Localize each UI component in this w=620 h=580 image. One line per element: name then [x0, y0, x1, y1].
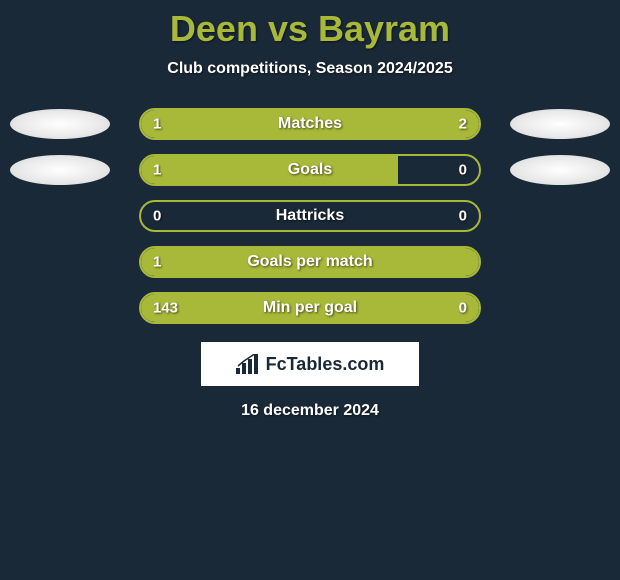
stat-label: Hattricks — [141, 207, 479, 225]
stat-label: Goals per match — [141, 253, 479, 271]
stat-row: 1Goals per match — [0, 246, 620, 278]
bar-track: 1430Min per goal — [139, 292, 481, 324]
comparison-chart: 12Matches 10Goals 00Hattricks 1Goals per ma… — [0, 108, 620, 324]
logo-box: FcTables.com — [201, 342, 419, 386]
stat-label: Goals — [141, 161, 479, 179]
player-photo-left — [10, 155, 110, 185]
stat-row: 1430Min per goal — [0, 292, 620, 324]
stat-row: 12Matches — [0, 108, 620, 140]
stat-label: Min per goal — [141, 299, 479, 317]
player-photo-right — [510, 155, 610, 185]
bar-track: 00Hattricks — [139, 200, 481, 232]
page-title: Deen vs Bayram — [0, 0, 620, 50]
logo: FcTables.com — [236, 354, 385, 375]
stat-row: 00Hattricks — [0, 200, 620, 232]
player-photo-left — [10, 109, 110, 139]
player-photo-right — [510, 109, 610, 139]
bar-track: 10Goals — [139, 154, 481, 186]
bar-chart-icon — [236, 354, 260, 374]
date-label: 16 december 2024 — [0, 402, 620, 420]
bar-track: 1Goals per match — [139, 246, 481, 278]
subtitle: Club competitions, Season 2024/2025 — [0, 60, 620, 78]
stat-label: Matches — [141, 115, 479, 133]
logo-text: FcTables.com — [266, 354, 385, 375]
bar-track: 12Matches — [139, 108, 481, 140]
stat-row: 10Goals — [0, 154, 620, 186]
